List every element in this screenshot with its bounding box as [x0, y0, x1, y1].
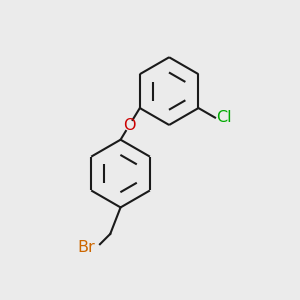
Text: O: O — [123, 118, 136, 133]
Text: Cl: Cl — [217, 110, 232, 125]
Text: Br: Br — [78, 240, 95, 255]
